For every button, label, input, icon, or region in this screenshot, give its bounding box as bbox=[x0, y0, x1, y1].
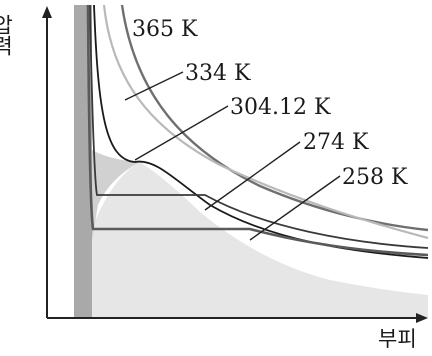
leader-258K bbox=[249, 175, 341, 241]
label-258K: 258 K bbox=[342, 165, 408, 190]
label-274K: 274 K bbox=[303, 130, 369, 155]
y-axis-arrow bbox=[42, 6, 52, 18]
coexistence-region bbox=[76, 162, 428, 318]
leader-274K bbox=[204, 141, 301, 211]
isotherm-curves bbox=[86, 4, 429, 259]
isotherm-334K bbox=[102, 4, 429, 240]
label-365K: 365 K bbox=[132, 17, 198, 42]
x-axis-arrow bbox=[416, 313, 428, 323]
leader-334K bbox=[124, 71, 184, 101]
label-leaders bbox=[124, 71, 341, 241]
isotherm-365K bbox=[120, 4, 429, 232]
leader-304K bbox=[134, 105, 229, 161]
label-334K: 334 K bbox=[185, 61, 251, 86]
x-axis-label: 부피 bbox=[378, 327, 417, 351]
label-304K: 304.12 K bbox=[230, 95, 331, 120]
liquid-band-shade bbox=[92, 150, 140, 318]
isotherm-274K bbox=[89, 4, 429, 249]
isotherm-258K bbox=[86, 4, 429, 257]
y-axis-label: 압력 bbox=[0, 14, 14, 56]
